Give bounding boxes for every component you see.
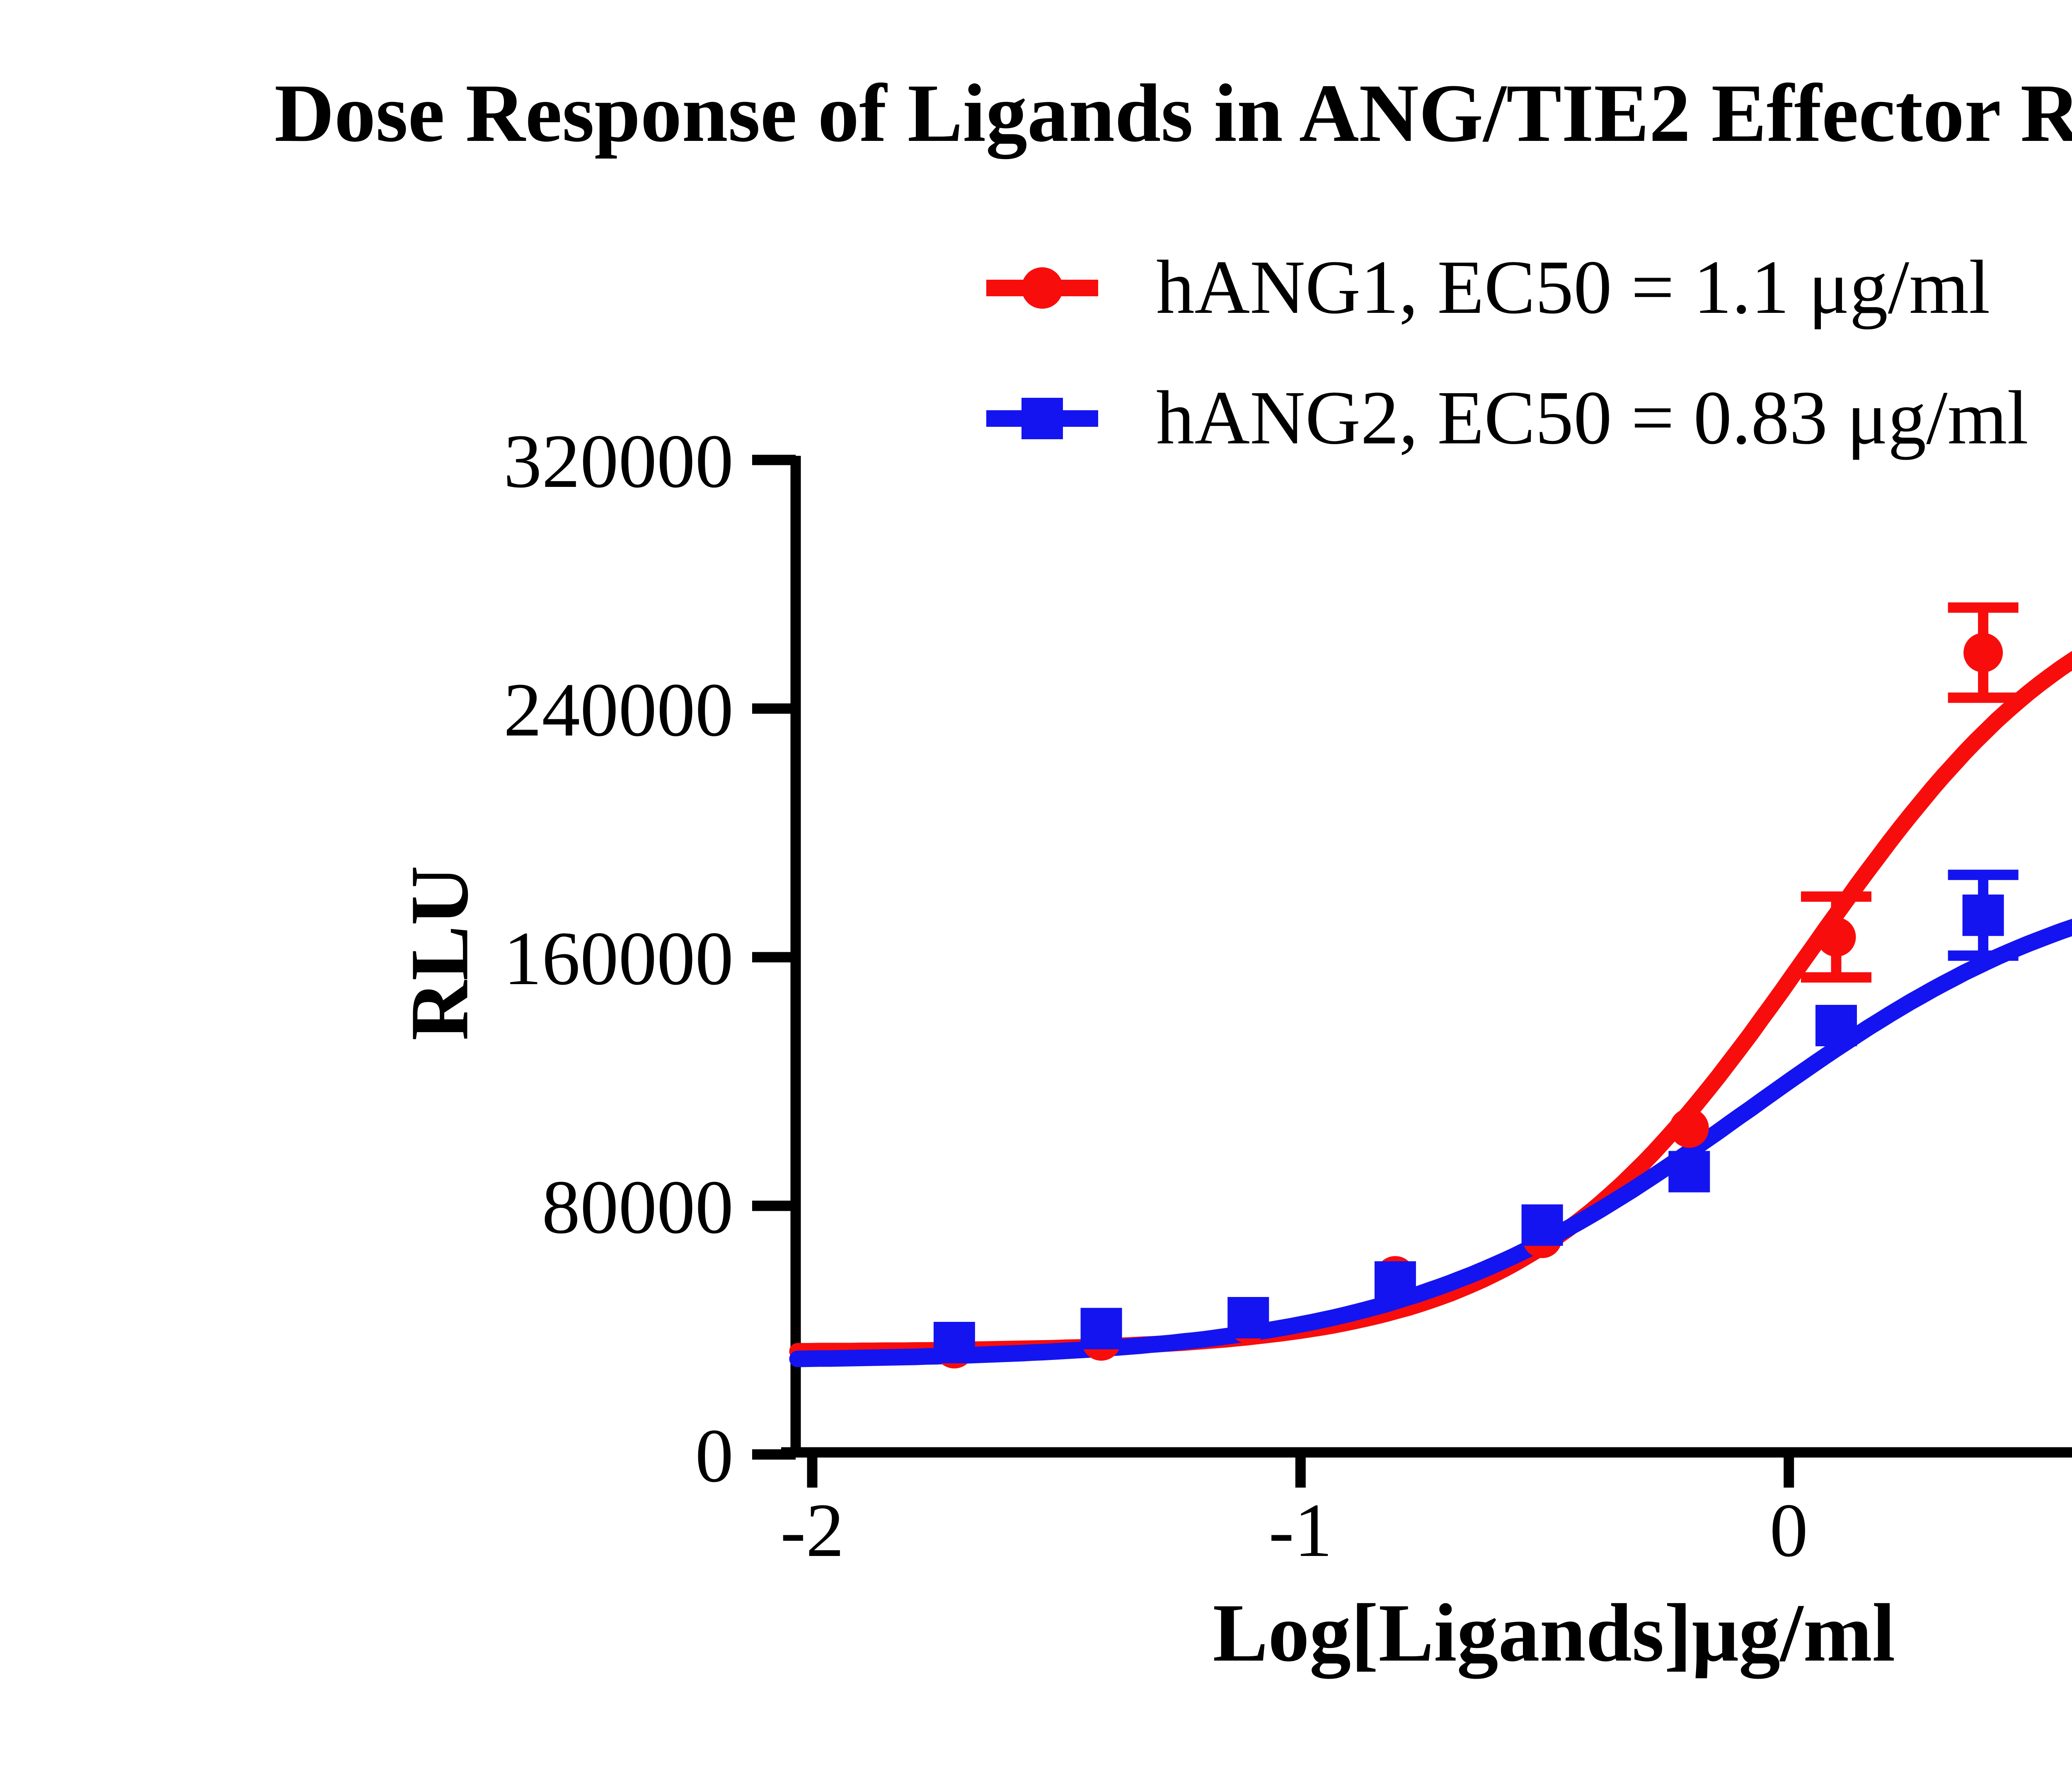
x-axis-title: Log[Ligands]μg/ml [1213, 1586, 1895, 1679]
fit-curve-hANG1 [789, 651, 2072, 1360]
y-tick-label: 80000 [542, 1165, 734, 1250]
legend: hANG1, EC50 = 1.1 μg/ml hANG2, EC50 = 0.… [986, 244, 2028, 506]
fit-curve-hANG2 [789, 919, 2072, 1367]
chart-title: Dose Response of Ligands in ANG/TIE2 Eff… [274, 66, 2072, 160]
y-tick-label: 0 [695, 1413, 734, 1498]
data-point-hANG2 [1521, 1204, 1563, 1246]
legend-circle-icon [1021, 267, 1063, 309]
y-tick-label: 160000 [503, 916, 733, 1001]
legend-label-hANG2: hANG2, EC50 = 0.83 μg/ml [1156, 376, 2028, 461]
legend-label-hANG1: hANG1, EC50 = 1.1 μg/ml [1156, 245, 1990, 331]
x-tick-label: -2 [780, 1488, 844, 1573]
legend-marker-hANG1 [986, 265, 1098, 311]
data-point-hANG2 [1374, 1261, 1416, 1303]
x-tick-label: 0 [1769, 1488, 1808, 1573]
legend-square-icon [1021, 398, 1063, 439]
y-tick-label: 240000 [503, 668, 733, 753]
data-point-hANG2 [1080, 1308, 1122, 1350]
y-tick-label: 320000 [503, 419, 733, 504]
data-point-hANG1 [1816, 917, 1856, 957]
data-point-hANG1 [1963, 633, 2003, 673]
data-point-hANG2 [1227, 1297, 1269, 1338]
data-point-hANG2 [1962, 894, 2004, 936]
legend-item-hANG1: hANG1, EC50 = 1.1 μg/ml [986, 244, 2028, 331]
legend-marker-hANG2 [986, 396, 1098, 441]
data-point-hANG2 [1668, 1151, 1710, 1193]
legend-item-hANG2: hANG2, EC50 = 0.83 μg/ml [986, 375, 2028, 462]
data-point-hANG2 [1815, 1005, 1857, 1046]
x-tick-label: -1 [1268, 1488, 1332, 1573]
data-point-hANG2 [933, 1322, 975, 1363]
data-point-hANG1 [1669, 1108, 1709, 1148]
